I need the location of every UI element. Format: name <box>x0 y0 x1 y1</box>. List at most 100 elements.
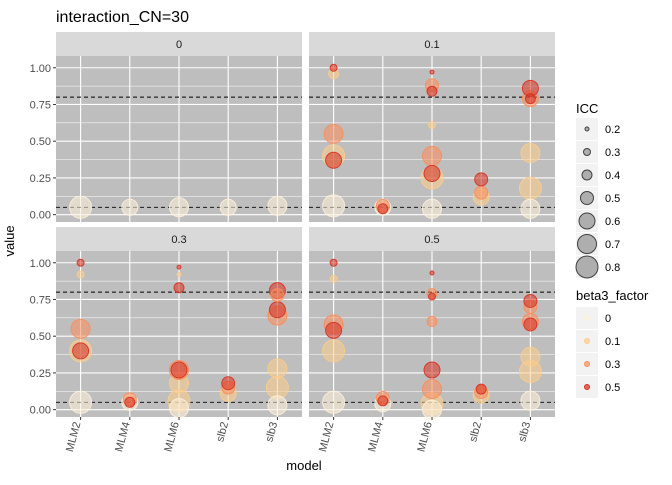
data-point <box>322 194 346 218</box>
data-point <box>422 379 442 400</box>
legend-color-marker <box>584 384 590 390</box>
y-tick-label: 0.50 <box>30 331 51 343</box>
legend-size-marker <box>578 212 596 230</box>
data-point <box>268 301 286 319</box>
y-tick-label: 0.75 <box>30 99 51 111</box>
facet-strip <box>56 227 302 251</box>
data-point <box>422 145 442 166</box>
data-point <box>221 376 236 391</box>
x-tick-label: slb3 <box>263 421 280 444</box>
y-axis-tick-labels: 0.00 0.25 0.50 0.75 1.00 0.00 0.25 0.50 0.75 1.00 <box>30 63 56 417</box>
facet-strip <box>309 32 555 56</box>
facet-panel-0-1: 0.1 <box>309 32 555 222</box>
data-point <box>176 264 182 270</box>
legend-beta3-title: beta3_factor <box>576 288 649 303</box>
legend-color-label: 0 <box>605 313 611 325</box>
x-tick-label: slb3 <box>516 421 533 444</box>
legend-color-marker <box>584 338 590 344</box>
data-point <box>170 361 188 379</box>
data-point <box>422 399 442 420</box>
data-point <box>267 395 288 416</box>
data-point <box>270 288 285 303</box>
facet-panels: 0 0.1 0.3 0.5 <box>56 32 555 420</box>
legend-color-label: 0.1 <box>605 336 620 348</box>
legend-icc-title: ICC <box>576 101 598 116</box>
legend-beta3-factor: beta3_factor 0 0.1 0.3 0.5 <box>576 288 649 398</box>
facet-panel-0: 0 <box>56 32 302 222</box>
data-point <box>267 195 288 216</box>
y-tick-label: 0.00 <box>30 405 51 417</box>
data-point <box>428 121 436 130</box>
legend-icc: ICC 0.2 0.3 0.4 0.5 0.6 0.7 0.8 <box>575 101 620 279</box>
y-tick-label: 0.25 <box>30 173 51 185</box>
data-point <box>475 383 487 395</box>
data-point <box>325 321 343 339</box>
data-point <box>69 390 93 414</box>
y-tick-label: 0.25 <box>30 368 51 380</box>
x-tick-label: MLM4 <box>113 421 133 454</box>
legend-size-marker <box>583 148 591 156</box>
legend-size-marker <box>580 191 594 205</box>
data-point <box>169 197 189 218</box>
x-axis-tick-labels: MLM2 MLM4 MLM6 slb2 slb3 MLM2 MLM4 MLM6 slb2 slb3 <box>64 417 533 453</box>
data-point <box>69 195 93 219</box>
data-point <box>524 93 536 105</box>
data-point <box>429 270 435 276</box>
legend-size-marker <box>577 234 597 254</box>
data-point <box>428 292 436 301</box>
data-point <box>72 342 90 360</box>
data-point <box>76 270 85 279</box>
x-axis-title: model <box>286 458 322 473</box>
data-point <box>267 358 288 379</box>
data-point <box>329 274 338 283</box>
legend-color-label: 0.5 <box>605 382 620 394</box>
x-tick-label: MLM6 <box>162 421 182 454</box>
data-point <box>520 346 541 367</box>
legend-color-marker <box>584 361 590 367</box>
legend-size-label: 0.7 <box>605 239 620 251</box>
data-point <box>520 142 541 163</box>
facet-strip-label: 0.3 <box>171 234 186 246</box>
data-point <box>219 198 237 216</box>
y-tick-label: 0.75 <box>30 294 51 306</box>
facet-strip-label: 0 <box>176 39 182 51</box>
x-tick-label: slb2 <box>214 421 231 444</box>
legend-size-marker <box>581 169 593 181</box>
legend-size-label: 0.5 <box>605 193 620 205</box>
data-point <box>325 151 343 169</box>
x-tick-label: MLM4 <box>366 421 386 454</box>
facet-panel-0-3: 0.3 <box>56 227 302 419</box>
legend-size-marker <box>575 255 599 279</box>
legend-color-marker <box>584 315 590 321</box>
legend-size-label: 0.8 <box>605 262 620 274</box>
legend-size-label: 0.3 <box>605 147 620 159</box>
x-tick-label: slb2 <box>467 421 484 444</box>
x-tick-label: MLM6 <box>415 421 435 454</box>
data-point <box>329 258 338 267</box>
y-tick-label: 0.50 <box>30 136 51 148</box>
facet-strip-label: 0.5 <box>424 234 439 246</box>
plot-title: interaction_CN=30 <box>56 9 189 26</box>
legend-size-label: 0.2 <box>605 124 620 136</box>
legend-color-label: 0.3 <box>605 359 620 371</box>
data-point <box>124 396 136 408</box>
data-point <box>377 203 389 215</box>
data-point <box>520 390 541 411</box>
legend-size-label: 0.6 <box>605 216 620 228</box>
data-point <box>76 258 85 267</box>
data-point <box>429 69 435 75</box>
data-point <box>423 165 441 183</box>
y-tick-label: 0.00 <box>30 210 51 222</box>
data-point <box>377 395 389 407</box>
legend-size-label: 0.4 <box>605 170 620 182</box>
data-point <box>173 282 185 294</box>
data-point <box>70 318 91 339</box>
facet-panel-0-5: 0.5 <box>309 227 555 420</box>
facet-strip-label: 0.1 <box>424 39 439 51</box>
data-point <box>329 63 338 72</box>
data-point <box>169 398 189 419</box>
legend-size-marker <box>584 126 590 132</box>
data-point <box>423 361 441 379</box>
data-point <box>323 123 344 144</box>
